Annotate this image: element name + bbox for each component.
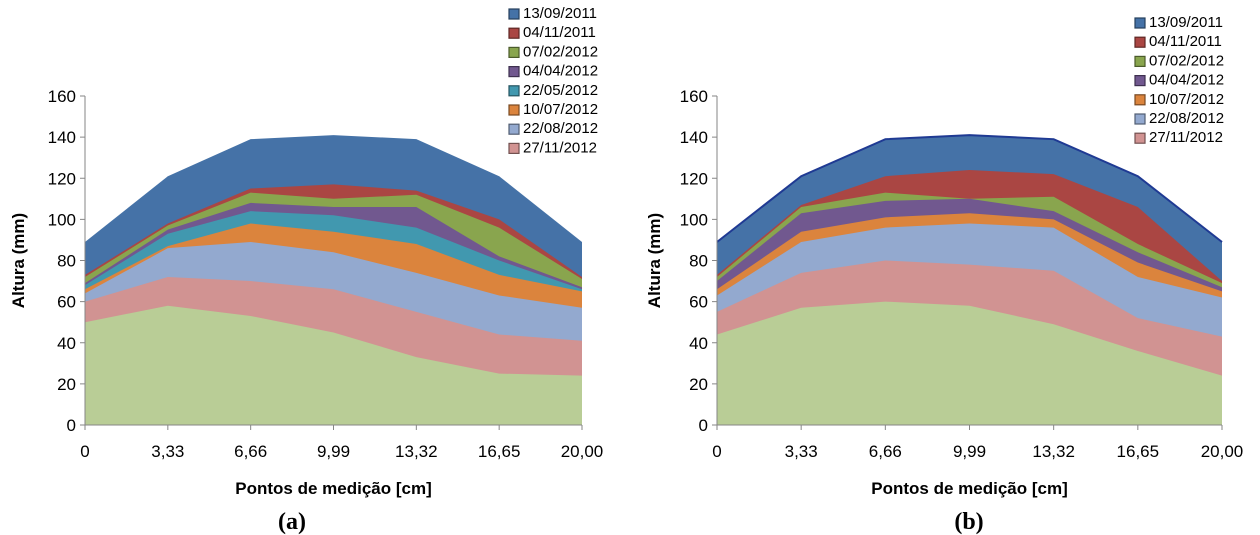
chart-caption: (b) xyxy=(954,509,983,535)
x-tick-label: 6,66 xyxy=(869,442,902,461)
x-axis-title: Pontos de medição [cm] xyxy=(871,479,1067,498)
legend-swatch xyxy=(508,104,520,116)
x-tick-label: 3,33 xyxy=(785,442,818,461)
legend-swatch xyxy=(508,142,520,154)
x-tick-label: 3,33 xyxy=(151,442,184,461)
y-tick-label: 160 xyxy=(680,87,708,106)
x-tick-label: 16,65 xyxy=(478,442,521,461)
area-series-outline xyxy=(716,134,1223,243)
y-tick-label: 140 xyxy=(680,128,708,147)
x-tick-label: 20,00 xyxy=(561,442,604,461)
x-tick-label: 6,66 xyxy=(234,442,267,461)
legend-swatch xyxy=(508,65,520,78)
x-tick-label: 9,99 xyxy=(317,442,350,461)
area-series-base xyxy=(85,305,582,425)
y-axis-title: Altura (mm) xyxy=(645,213,664,308)
legend-swatch xyxy=(1134,94,1146,106)
legend-label: 04/11/2011 xyxy=(523,24,596,41)
legend-label: 22/08/2012 xyxy=(1149,110,1224,127)
legend-label: 13/09/2011 xyxy=(1149,14,1223,31)
y-axis-title: Altura (mm) xyxy=(9,213,28,308)
legend-label: 07/02/2012 xyxy=(523,43,598,60)
area-series-group xyxy=(85,135,582,425)
y-tick-label: 0 xyxy=(699,416,708,435)
x-tick-label: 20,00 xyxy=(1201,442,1244,461)
legend-label: 27/11/2012 xyxy=(1149,129,1223,146)
area-series-base xyxy=(717,301,1222,425)
y-tick-label: 60 xyxy=(689,293,708,312)
y-tick-label: 40 xyxy=(689,334,708,353)
chart-b: 0 20 40 60 80 100 120 140 160 0 3,33 6,66 9,99 13,32 1… xyxy=(645,14,1243,535)
x-tick-label: 0 xyxy=(712,442,721,461)
legend-label: 10/07/2012 xyxy=(1149,91,1224,108)
x-tick-label: 16,65 xyxy=(1117,442,1160,461)
legend-swatch xyxy=(508,46,520,59)
legend: 13/09/2011 04/11/2011 07/02/2012 04/04/2012… xyxy=(508,5,598,156)
legend: 13/09/2011 04/11/2011 07/02/2012 04/04/2012… xyxy=(1134,14,1224,146)
x-axis-title: Pontos de medição [cm] xyxy=(235,479,431,498)
legend-label: 04/04/2012 xyxy=(1149,72,1224,89)
x-tick-label: 13,32 xyxy=(1032,442,1075,461)
x-tick-label: 9,99 xyxy=(953,442,986,461)
legend-swatch xyxy=(1134,113,1146,125)
x-tick-label: 0 xyxy=(80,442,89,461)
legend-swatch xyxy=(1134,74,1146,87)
y-tick-label: 80 xyxy=(57,252,76,271)
legend-swatch xyxy=(508,123,520,135)
legend-label: 07/02/2012 xyxy=(1149,52,1224,69)
y-tick-label: 120 xyxy=(48,169,76,188)
legend-label: 22/08/2012 xyxy=(523,120,598,137)
legend-label: 13/09/2011 xyxy=(523,5,597,22)
legend-swatch xyxy=(508,8,520,20)
y-tick-label: 120 xyxy=(680,169,708,188)
area-series-group xyxy=(716,134,1223,425)
x-tick-label: 13,32 xyxy=(395,442,438,461)
legend-label: 27/11/2012 xyxy=(523,139,597,156)
y-tick-label: 140 xyxy=(48,128,76,147)
legend-swatch xyxy=(508,27,520,39)
legend-swatch xyxy=(1134,17,1146,29)
legend-swatch xyxy=(1134,132,1146,144)
legend-label: 04/11/2011 xyxy=(1149,33,1222,50)
legend-label: 22/05/2012 xyxy=(523,82,598,99)
legend-swatch xyxy=(1134,55,1146,68)
y-tick-label: 160 xyxy=(48,87,76,106)
y-tick-label: 80 xyxy=(689,252,708,271)
legend-swatch xyxy=(508,85,520,97)
legend-swatch xyxy=(1134,36,1146,48)
y-tick-label: 20 xyxy=(689,375,708,394)
y-tick-label: 40 xyxy=(57,334,76,353)
legend-label: 10/07/2012 xyxy=(523,101,598,118)
chart-caption: (a) xyxy=(278,509,306,535)
legend-label: 04/04/2012 xyxy=(523,63,598,80)
y-tick-label: 100 xyxy=(680,210,708,229)
y-tick-label: 100 xyxy=(48,210,76,229)
chart-a: 0 20 40 60 80 100 120 140 160 0 3,33 6,66 9,99 13,32 1… xyxy=(9,5,603,535)
y-tick-label: 0 xyxy=(67,416,76,435)
y-tick-label: 60 xyxy=(57,293,76,312)
y-tick-label: 20 xyxy=(57,375,76,394)
